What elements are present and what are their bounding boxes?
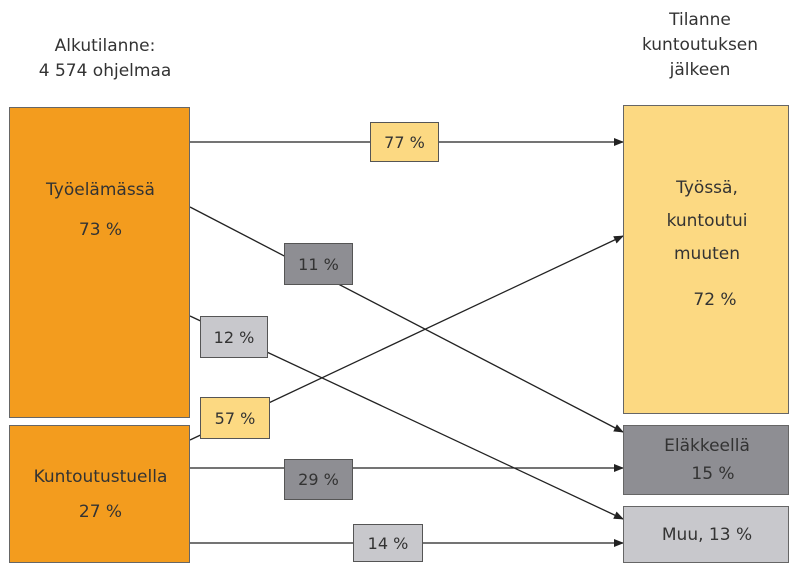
target-percent-tyossa: 72 % — [693, 290, 737, 310]
target-box-elakkeella: Eläkkeellä 15 % — [623, 425, 789, 495]
left-header-title: Alkutilanne: — [54, 36, 156, 56]
target-label-muu: Muu, 13 % — [661, 525, 753, 545]
target-label-tyossa-line3: muuten — [673, 244, 740, 264]
target-label-elakkeella: Eläkkeellä — [664, 436, 750, 456]
flow-tag-kuntoutustuella-muu: 14 % — [353, 524, 423, 562]
target-percent-elakkeella: 15 % — [691, 464, 735, 484]
source-label-kuntoutustuella: Kuntoutustuella — [33, 467, 168, 487]
target-label-tyossa-line2: kuntoutui — [666, 211, 748, 231]
target-box-tyossa: Työssä, kuntoutui muuten 72 % — [623, 105, 789, 414]
flow-tag-tyoelamassa-tyossa: 77 % — [370, 122, 439, 162]
target-label-tyossa-line1: Työssä, — [676, 178, 738, 198]
flow-tag-tyoelamassa-elakkeella: 11 % — [284, 243, 353, 285]
flow-tag-kuntoutustuella-elakkeella: 29 % — [284, 459, 353, 500]
flow-tag-kuntoutustuella-tyossa: 57 % — [200, 397, 270, 439]
flow-tag-tyoelamassa-muu: 12 % — [200, 316, 268, 358]
right-header-line1: Tilanne — [669, 10, 731, 30]
right-header-line3: jälkeen — [669, 60, 731, 80]
flow-arrow-tyoelamassa-elakkeella — [189, 206, 624, 433]
source-box-tyoelamassa: Työelämässä 73 % — [9, 107, 190, 418]
target-box-muu: Muu, 13 % — [623, 506, 789, 563]
right-header-line2: kuntoutuksen — [641, 35, 759, 55]
left-header-count: 4 574 ohjelmaa — [38, 61, 172, 81]
source-percent-kuntoutustuella: 27 % — [78, 502, 123, 522]
source-percent-tyoelamassa: 73 % — [78, 220, 123, 240]
right-header: Tilanne kuntoutuksen jälkeen — [610, 8, 790, 83]
left-header: Alkutilanne: 4 574 ohjelmaa — [10, 34, 200, 84]
source-label-tyoelamassa: Työelämässä — [46, 180, 155, 200]
source-box-kuntoutustuella: Kuntoutustuella 27 % — [9, 425, 190, 563]
